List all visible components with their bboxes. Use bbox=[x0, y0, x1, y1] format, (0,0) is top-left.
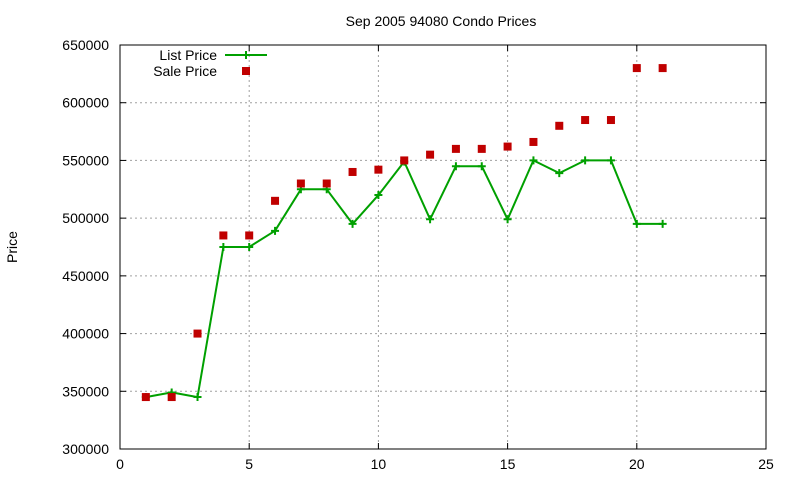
sale-price-point bbox=[658, 64, 667, 73]
list-price-point bbox=[606, 156, 615, 165]
x-tick-label: 5 bbox=[245, 456, 253, 472]
list-price-point bbox=[451, 162, 460, 171]
list-price-point bbox=[245, 243, 254, 251]
sale-price-point bbox=[555, 121, 564, 130]
legend-square-marker bbox=[242, 67, 250, 75]
y-tick-label: 550000 bbox=[62, 152, 109, 168]
y-tick-label: 500000 bbox=[62, 210, 109, 226]
x-tick-label: 25 bbox=[758, 456, 774, 472]
list-price-point bbox=[271, 226, 280, 235]
y-tick-label: 350000 bbox=[62, 383, 109, 399]
y-tick-label: 300000 bbox=[62, 441, 109, 457]
sale-price-point bbox=[193, 329, 202, 338]
sale-price-point bbox=[400, 156, 409, 165]
legend-cross-marker bbox=[242, 51, 250, 59]
chart-title: Sep 2005 94080 Condo Prices bbox=[346, 13, 537, 29]
axis-ticks: 0 5 10 15 20 25 300000 350000 400000 450000 500000… bbox=[62, 37, 774, 472]
sale-price-point bbox=[348, 167, 357, 176]
sale-price-point bbox=[271, 196, 280, 205]
sale-price-point bbox=[426, 150, 435, 159]
sale-price-point bbox=[141, 393, 150, 402]
list-price-point bbox=[658, 219, 667, 228]
list-price-line bbox=[145, 159, 663, 399]
x-tick-label: 10 bbox=[371, 456, 387, 472]
sale-price-point bbox=[477, 144, 486, 153]
sale-price-point bbox=[374, 165, 383, 174]
y-tick-label: 650000 bbox=[62, 37, 109, 53]
x-tick-label: 20 bbox=[629, 456, 645, 472]
sale-price-point bbox=[296, 179, 305, 188]
y-tick-label: 600000 bbox=[62, 95, 109, 111]
legend-label: Sale Price bbox=[153, 63, 217, 79]
sale-price-point bbox=[167, 393, 176, 402]
sale-price-point bbox=[245, 231, 254, 240]
sale-price-series bbox=[141, 64, 667, 402]
data-series bbox=[141, 64, 667, 402]
sale-price-point bbox=[219, 231, 228, 240]
sale-price-point bbox=[606, 116, 615, 125]
list-price-point bbox=[426, 215, 435, 224]
x-tick-label: 15 bbox=[500, 456, 516, 472]
sale-price-point bbox=[451, 144, 460, 153]
sale-price-point bbox=[503, 142, 512, 151]
y-axis-label: Price bbox=[4, 231, 20, 263]
sale-price-point bbox=[529, 137, 538, 146]
list-price-point bbox=[374, 191, 383, 200]
sale-price-point bbox=[632, 64, 641, 73]
list-price-point bbox=[555, 169, 564, 178]
plot-frame bbox=[119, 44, 767, 450]
list-price-point bbox=[219, 243, 228, 251]
sale-price-point bbox=[322, 179, 331, 188]
list-price-series bbox=[141, 156, 667, 402]
y-tick-label: 450000 bbox=[62, 268, 109, 284]
list-price-point bbox=[477, 162, 486, 171]
list-price-point bbox=[529, 156, 538, 165]
list-price-point bbox=[632, 219, 641, 228]
list-price-point bbox=[503, 215, 512, 224]
y-tick-label: 400000 bbox=[62, 326, 109, 342]
grid bbox=[120, 45, 766, 449]
list-price-point bbox=[348, 219, 357, 228]
list-price-point bbox=[193, 393, 202, 402]
x-tick-label: 0 bbox=[116, 456, 124, 472]
sale-price-point bbox=[581, 116, 590, 125]
legend-label: List Price bbox=[159, 47, 217, 63]
list-price-point bbox=[581, 156, 590, 165]
